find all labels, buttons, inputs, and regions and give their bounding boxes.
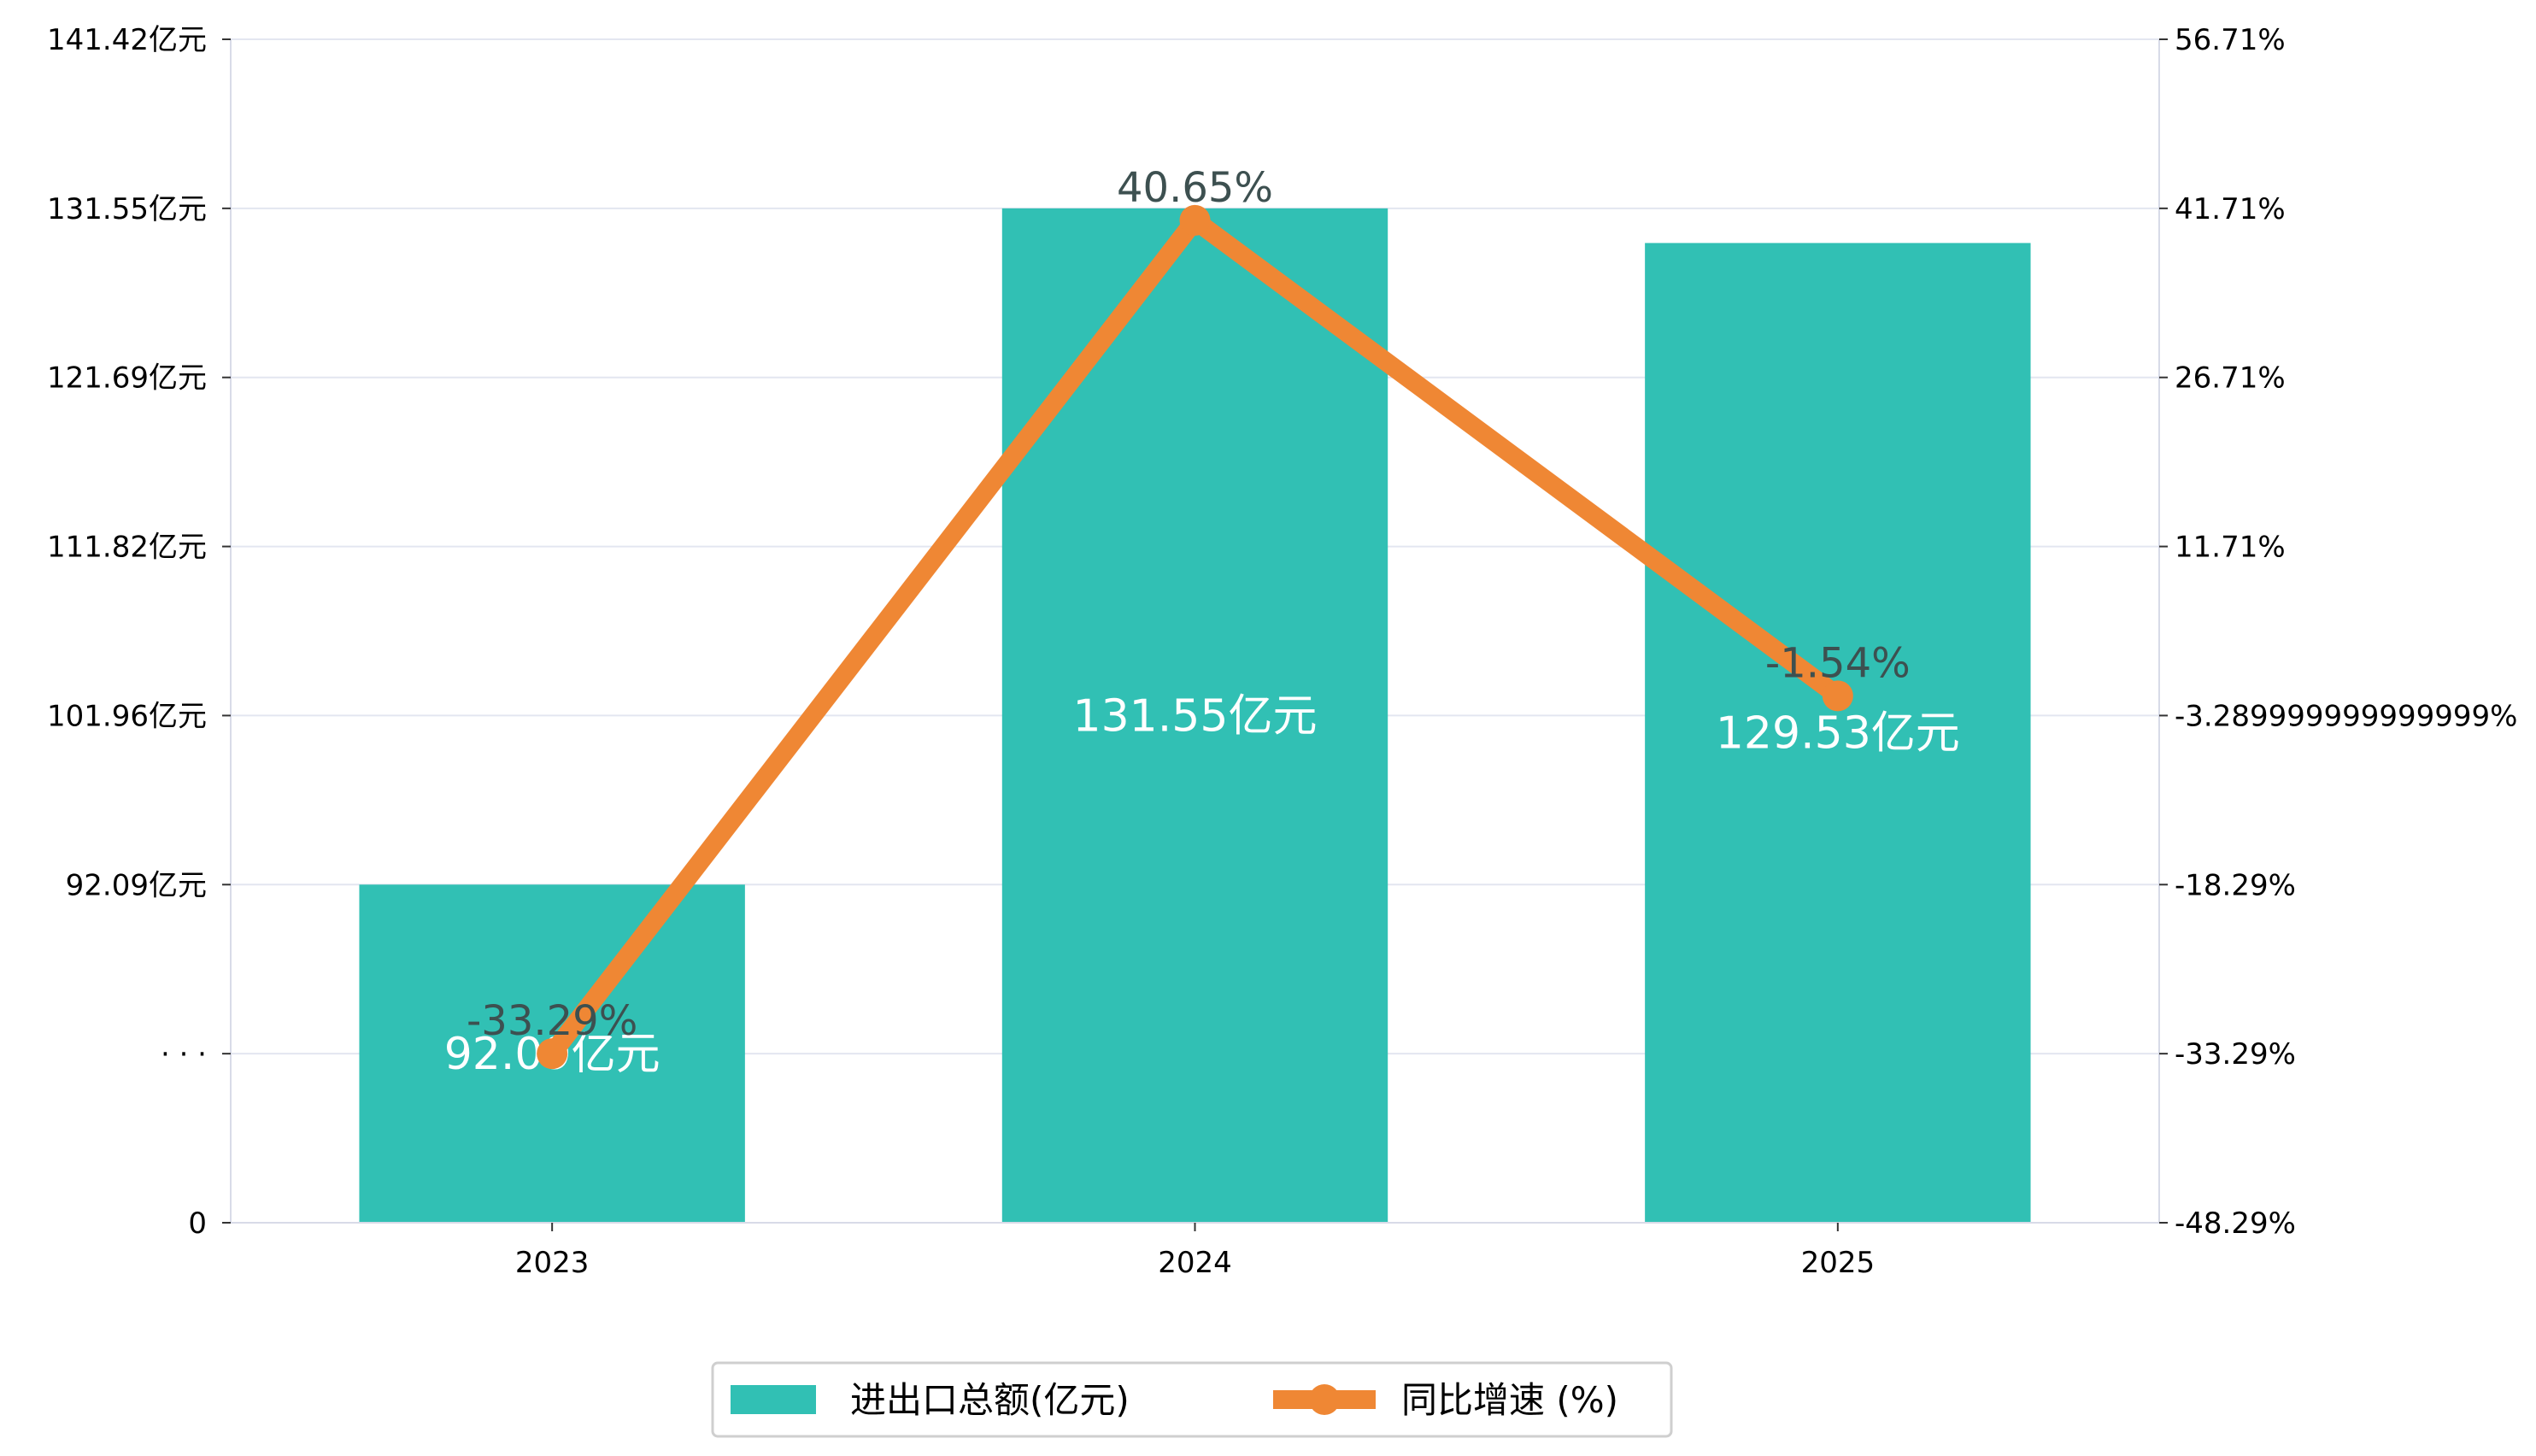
growth-line-point bbox=[1179, 204, 1211, 236]
x-tick-label: 2024 bbox=[1158, 1246, 1232, 1280]
legend-line-marker bbox=[1309, 1384, 1340, 1415]
legend-bar-swatch bbox=[731, 1385, 816, 1414]
growth-line-point bbox=[1822, 680, 1853, 712]
line-data-label: 40.65% bbox=[1117, 164, 1273, 212]
left-tick-label: 0 bbox=[188, 1206, 207, 1241]
right-tick-label: -48.29% bbox=[2175, 1206, 2296, 1241]
x-axis-ticks: 2023 2024 2025 bbox=[515, 1223, 1875, 1280]
right-axis-ticks: -48.29% -33.29% -18.29% -3.289999999999999%… bbox=[2159, 23, 2518, 1241]
left-tick-label: 92.09亿元 bbox=[66, 868, 207, 902]
right-tick-label: 41.71% bbox=[2175, 192, 2286, 226]
bar bbox=[1645, 243, 2031, 1223]
left-tick-label: 101.96亿元 bbox=[47, 699, 207, 733]
bar-data-label: 129.53亿元 bbox=[1716, 708, 1960, 760]
legend-line-label: 同比增速 (%) bbox=[1401, 1379, 1618, 1421]
left-axis-ticks: 0 · · · 92.09亿元 101.96亿元 111.82亿元 121.69亿元 131… bbox=[47, 23, 231, 1241]
line-data-label: -33.29% bbox=[467, 997, 637, 1045]
right-tick-label: 56.71% bbox=[2175, 23, 2286, 57]
right-tick-label: 11.71% bbox=[2175, 531, 2286, 565]
right-tick-label: -33.29% bbox=[2175, 1037, 2296, 1071]
legend: 进出口总额(亿元) 同比增速 (%) bbox=[711, 1361, 1673, 1438]
left-tick-label: 141.42亿元 bbox=[47, 23, 207, 57]
left-tick-label: 131.55亿元 bbox=[47, 192, 207, 226]
right-tick-label: -3.289999999999999% bbox=[2175, 699, 2518, 733]
left-tick-label: · · · bbox=[161, 1037, 207, 1071]
legend-frame bbox=[711, 1361, 1673, 1438]
x-tick-label: 2023 bbox=[515, 1246, 590, 1280]
growth-line bbox=[537, 204, 1853, 1070]
line-data-label: -1.54% bbox=[1765, 639, 1911, 687]
x-tick-label: 2025 bbox=[1801, 1246, 1876, 1280]
bar-data-label: 131.55亿元 bbox=[1073, 690, 1318, 742]
right-tick-label: -18.29% bbox=[2175, 868, 2296, 902]
line-data-labels: -33.29% 40.65% -1.54% bbox=[467, 164, 1911, 1045]
legend-bar-label: 进出口总额(亿元) bbox=[850, 1379, 1130, 1421]
right-tick-label: 26.71% bbox=[2175, 361, 2286, 396]
left-tick-label: 111.82亿元 bbox=[47, 531, 207, 565]
left-tick-label: 121.69亿元 bbox=[47, 361, 207, 396]
growth-line-point bbox=[537, 1038, 568, 1070]
